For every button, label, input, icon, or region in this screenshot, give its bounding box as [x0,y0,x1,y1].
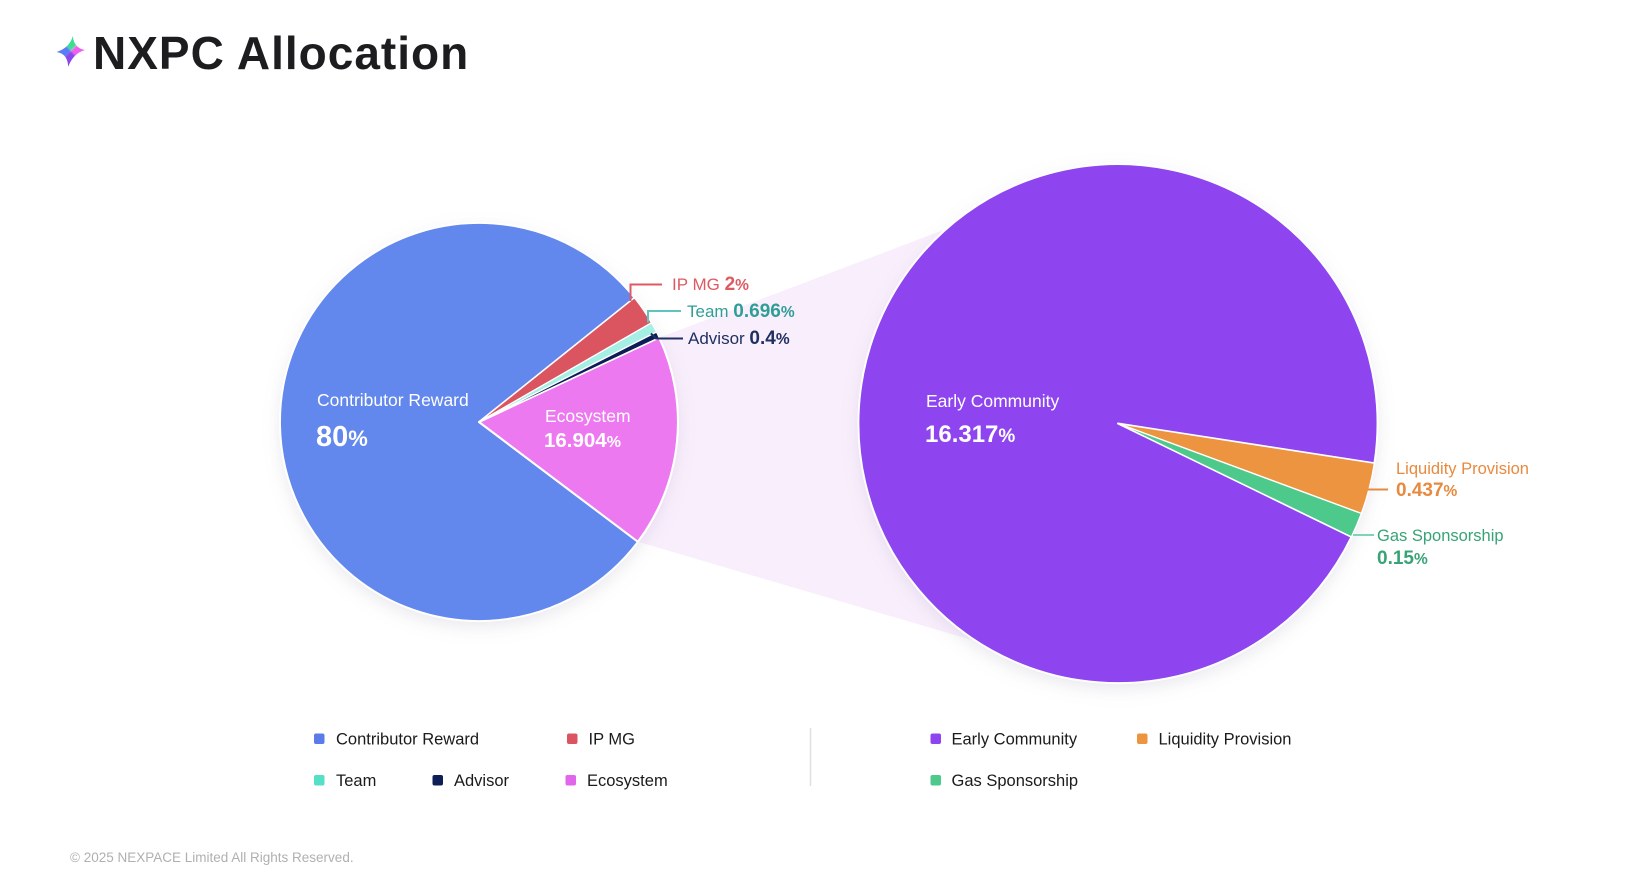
svg-text:16.904%: 16.904% [544,429,621,452]
svg-text:Contributor Reward: Contributor Reward [317,390,469,410]
svg-text:Early Community: Early Community [926,391,1059,411]
svg-text:Advisor: Advisor [454,772,510,790]
svg-text:Gas Sponsorship: Gas Sponsorship [952,772,1079,790]
svg-text:Contributor Reward: Contributor Reward [336,731,479,749]
svg-text:Team 0.696%: Team 0.696% [687,301,795,322]
svg-text:0.15%: 0.15% [1377,548,1428,569]
svg-text:NXPC Allocation: NXPC Allocation [93,27,469,79]
svg-text:80%: 80% [316,421,368,453]
svg-text:Advisor 0.4%: Advisor 0.4% [688,328,790,349]
svg-text:Ecosystem: Ecosystem [587,772,668,790]
svg-text:16.317%: 16.317% [925,421,1015,448]
svg-text:0.437%: 0.437% [1396,480,1458,501]
svg-text:Early Community: Early Community [952,731,1078,749]
svg-text:Ecosystem: Ecosystem [545,406,631,426]
svg-text:IP MG: IP MG [589,731,635,749]
svg-text:IP MG 2%: IP MG 2% [672,274,749,295]
svg-text:© 2025 NEXPACE Limited All Rig: © 2025 NEXPACE Limited All Rights Reserv… [70,850,354,865]
svg-text:Liquidity Provision: Liquidity Provision [1396,460,1529,478]
svg-text:Gas Sponsorship: Gas Sponsorship [1377,527,1504,545]
svg-text:Team: Team [336,772,376,790]
svg-text:Liquidity Provision: Liquidity Provision [1159,731,1292,749]
